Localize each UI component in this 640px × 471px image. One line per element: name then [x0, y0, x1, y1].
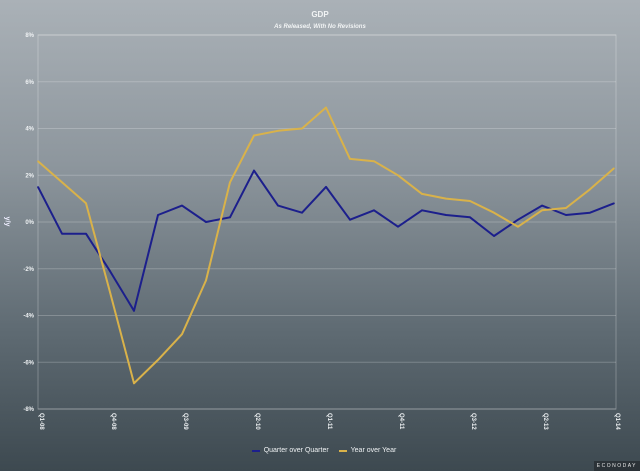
data-point: [85, 202, 87, 205]
x-tick-label: Q3-09: [182, 413, 188, 430]
data-point: [133, 382, 135, 385]
data-point: [349, 158, 351, 160]
data-point: [229, 216, 231, 219]
data-point: [445, 197, 447, 200]
series-line-yoy: [37, 106, 615, 385]
legend-label-qoq: Quarter over Quarter: [263, 447, 329, 454]
data-point: [541, 209, 543, 212]
data-point: [421, 193, 423, 195]
data-point: [613, 167, 615, 170]
x-tick-label: Q4-08: [110, 413, 116, 430]
y-tick-label: 8%: [25, 33, 34, 39]
data-point: [157, 214, 159, 216]
data-point: [37, 186, 39, 188]
data-point: [469, 200, 471, 202]
legend-label-yoy: Year over Year: [350, 447, 397, 454]
data-point: [61, 181, 63, 184]
data-point: [37, 160, 39, 163]
econoday-logo: ECONODAY: [593, 461, 640, 471]
data-point: [301, 211, 303, 214]
data-point: [325, 186, 327, 188]
y-tick-label: -2%: [23, 267, 34, 273]
data-point: [205, 221, 207, 223]
data-point: [301, 127, 303, 130]
data-point: [61, 232, 63, 235]
legend: Quarter over Quarter Year over Year: [0, 447, 640, 454]
x-tick-label: Q1-08: [38, 413, 44, 430]
legend-swatch-qoq: [251, 449, 260, 452]
data-point: [517, 218, 519, 221]
chart-title: GDP: [311, 10, 329, 19]
plot-border: [37, 34, 617, 410]
data-point: [565, 207, 567, 209]
data-point: [589, 188, 591, 191]
data-point: [181, 204, 183, 207]
x-tick-label: Q1-14: [614, 413, 620, 430]
data-point: [397, 225, 399, 228]
data-point: [277, 204, 279, 207]
data-point: [181, 333, 183, 336]
y-tick-label: 6%: [25, 80, 34, 86]
x-tick-label: Q1-11: [326, 413, 332, 430]
x-tick-label: Q2-13: [542, 413, 548, 430]
series-line-qoq: [37, 169, 615, 312]
chart-subtitle: As Released, With No Revisions: [274, 24, 366, 30]
data-point: [85, 232, 87, 235]
x-tick-label: Q2-10: [254, 413, 260, 430]
y-tick-label: 2%: [25, 173, 34, 179]
data-point: [133, 310, 135, 312]
y-tick-label: -8%: [23, 407, 34, 413]
data-point: [589, 211, 591, 214]
data-point: [205, 279, 207, 282]
data-point: [493, 235, 495, 237]
y-tick-label: 4%: [25, 127, 34, 133]
data-point: [493, 211, 495, 214]
data-point: [253, 169, 255, 172]
data-point: [349, 218, 351, 221]
y-tick-label: -4%: [23, 314, 34, 320]
data-point: [109, 270, 111, 272]
data-point: [445, 214, 447, 216]
data-point: [541, 204, 543, 207]
data-point: [325, 106, 327, 109]
y-tick-label: -6%: [23, 360, 34, 366]
data-point: [157, 359, 159, 361]
data-point: [277, 130, 279, 132]
data-point: [373, 160, 375, 163]
y-tick-label: 0%: [25, 220, 34, 226]
data-point: [109, 291, 111, 293]
data-point: [517, 225, 519, 228]
data-point: [373, 209, 375, 212]
x-tick-label: Q3-12: [470, 413, 476, 430]
data-point: [253, 134, 255, 137]
data-point: [565, 214, 567, 216]
data-point: [397, 174, 399, 177]
legend-swatch-yoy: [338, 449, 347, 452]
data-point: [613, 202, 615, 205]
x-tick-label: Q4-11: [398, 413, 404, 430]
data-point: [229, 181, 231, 184]
data-point: [469, 216, 471, 219]
data-point: [421, 209, 423, 212]
